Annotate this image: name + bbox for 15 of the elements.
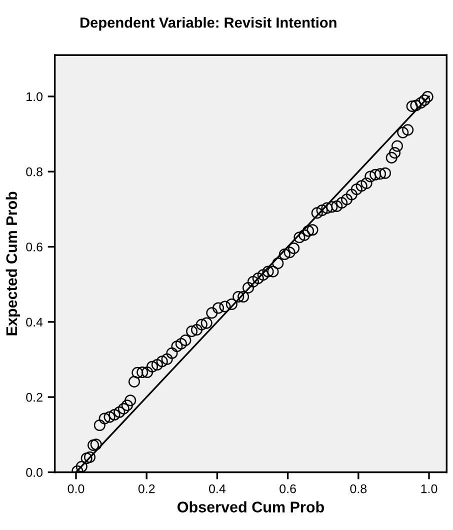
chart-title: Dependent Variable: Revisit Intention xyxy=(80,17,336,31)
x-tick-label: 0.2 xyxy=(138,484,155,494)
x-axis-title: Observed Cum Prob xyxy=(178,501,324,512)
y-tick-label: 0.8 xyxy=(26,167,42,176)
x-tick-label: 0.6 xyxy=(280,484,296,494)
y-tick-label: 0.0 xyxy=(26,468,43,477)
x-tick-label: 0.4 xyxy=(209,484,226,494)
y-tick-label: 0.4 xyxy=(26,318,43,327)
y-tick-label: 1.0 xyxy=(26,92,43,102)
x-tick-label: 1.0 xyxy=(421,484,438,494)
y-tick-label: 0.6 xyxy=(26,242,42,252)
x-tick-label: 0.8 xyxy=(350,484,367,494)
y-axis-title: Expected Cum Prob xyxy=(6,192,20,336)
x-tick-label: 0.0 xyxy=(68,484,84,494)
y-tick-label: 0.2 xyxy=(26,392,42,402)
